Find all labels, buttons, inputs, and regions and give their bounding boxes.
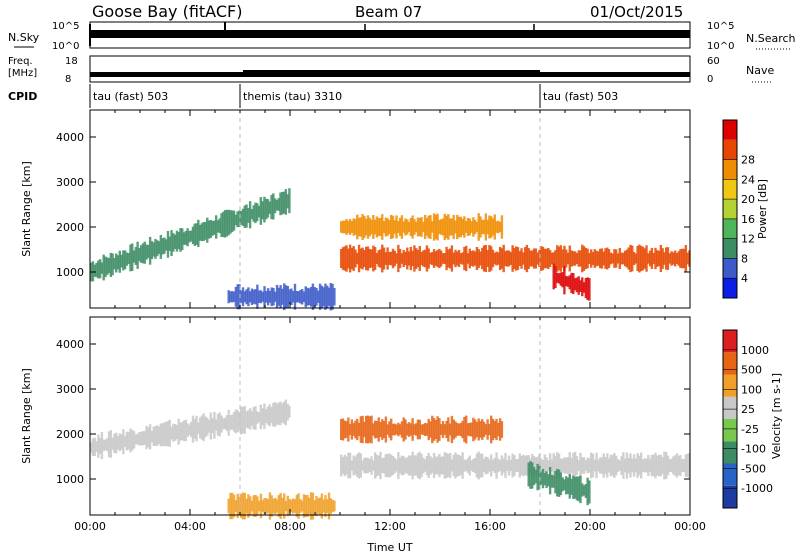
nave-label: Nave xyxy=(746,64,774,77)
colorbar-swatch xyxy=(723,330,737,353)
cpid-mode-label: themis (tau) 3310 xyxy=(243,90,342,103)
freq-tick-top: 18 xyxy=(65,56,78,67)
nsky-panel: N.Sky 10^5 10^0 10^5 10^0 N.Search xyxy=(8,21,796,52)
nsky-tick-bottom: 10^0 xyxy=(52,41,79,52)
velocity-colorbar-label: Velocity [m s-1] xyxy=(770,373,783,459)
colorbar-swatch xyxy=(723,374,737,397)
velocity-ylabel: Slant Range [km] xyxy=(20,368,33,464)
echo-band xyxy=(527,461,591,506)
cpid-mode-label: tau (fast) 503 xyxy=(93,90,168,103)
colorbar-tick-label: 28 xyxy=(741,154,755,167)
power-panel: 1000 2000 3000 4000 Slant Range [km] xyxy=(20,109,691,311)
colorbar-tick-label: 24 xyxy=(741,173,755,186)
echo-band xyxy=(90,188,291,282)
echo-band xyxy=(340,415,504,444)
colorbar-tick-label: 12 xyxy=(741,233,755,246)
colorbar-tick-label: 500 xyxy=(741,364,762,377)
colorbar-swatch xyxy=(723,441,737,464)
echo-band xyxy=(90,399,291,460)
colorbar-tick-label: 8 xyxy=(741,252,748,265)
x-tick-label: 04:00 xyxy=(174,520,206,533)
cpid-row: CPID tau (fast) 503 themis (tau) 3310 tau … xyxy=(8,84,618,108)
y-tick-label: 1000 xyxy=(56,473,84,486)
cpid-label: CPID xyxy=(8,90,37,103)
cpid-mode-label: tau (fast) 503 xyxy=(543,90,618,103)
colorbar-swatch xyxy=(723,218,737,239)
freq-tick-bottom: 8 xyxy=(65,74,71,85)
colorbar-swatch xyxy=(723,159,737,180)
nave-tick-top: 60 xyxy=(707,56,720,67)
freq-panel: Freq. [MHz] 18 8 60 0 Nave xyxy=(8,55,774,85)
colorbar-swatch xyxy=(723,419,737,442)
colorbar-swatch xyxy=(723,258,737,279)
nsky-label: N.Sky xyxy=(8,31,40,44)
y-tick-label: 3000 xyxy=(56,176,84,189)
nsky-tick-top: 10^5 xyxy=(52,21,79,32)
y-tick-label: 1000 xyxy=(56,266,84,279)
colorbar-swatch xyxy=(723,139,737,160)
nsearch-tick-top: 10^5 xyxy=(707,21,734,32)
colorbar-tick-label: -500 xyxy=(741,462,766,475)
x-tick-label: 00:00 xyxy=(674,520,706,533)
power-ylabel: Slant Range [km] xyxy=(20,161,33,257)
date-title: 01/Oct/2015 xyxy=(590,3,683,21)
colorbar-swatch xyxy=(723,396,737,419)
colorbar-tick-label: 20 xyxy=(741,193,755,206)
station-title: Goose Bay (fitACF) xyxy=(92,2,242,21)
colorbar-tick-label: -1000 xyxy=(741,482,773,495)
echo-band xyxy=(340,451,691,480)
nave-trace xyxy=(243,70,540,77)
colorbar-swatch xyxy=(723,485,737,508)
y-tick-label: 4000 xyxy=(56,338,84,351)
colorbar-tick-label: -25 xyxy=(741,423,759,436)
colorbar-swatch xyxy=(723,120,737,140)
colorbar-swatch xyxy=(723,463,737,486)
echo-band xyxy=(227,492,336,520)
echo-band xyxy=(552,263,591,301)
y-tick-label: 2000 xyxy=(56,221,84,234)
power-colorbar-label: Power [dB] xyxy=(756,179,769,239)
colorbar-tick-label: -100 xyxy=(741,443,766,456)
time-axis-label: Time UT xyxy=(366,541,412,554)
nave-tick-bottom: 0 xyxy=(707,74,713,85)
x-tick-label: 16:00 xyxy=(474,520,506,533)
colorbar-tick-label: 1000 xyxy=(741,344,769,357)
nsearch-label: N.Search xyxy=(746,32,796,45)
echo-band xyxy=(227,283,336,311)
x-tick-label: 12:00 xyxy=(374,520,406,533)
velocity-colorbar: Velocity [m s-1] 1000 500 100 25 -25 -100 -500… xyxy=(722,329,783,509)
colorbar-tick-label: 25 xyxy=(741,403,755,416)
velocity-panel: 1000 2000 3000 4000 00:00 04:00 08:00 12:00 16:0… xyxy=(20,316,706,554)
colorbar-swatch xyxy=(723,352,737,375)
beam-title: Beam 07 xyxy=(355,3,422,21)
freq-label-2: [MHz] xyxy=(8,68,37,79)
y-tick-label: 2000 xyxy=(56,428,84,441)
echo-band xyxy=(340,244,691,273)
x-tick-label: 20:00 xyxy=(574,520,606,533)
y-tick-label: 3000 xyxy=(56,383,84,396)
x-tick-label: 00:00 xyxy=(74,520,106,533)
freq-label-1: Freq. xyxy=(8,56,33,67)
colorbar-swatch xyxy=(723,199,737,219)
colorbar-swatch xyxy=(723,278,737,298)
colorbar-tick-label: 100 xyxy=(741,383,762,396)
nsearch-tick-bottom: 10^0 xyxy=(707,41,734,52)
nsky-trace xyxy=(90,30,690,38)
colorbar-tick-label: 4 xyxy=(741,272,748,285)
colorbar-swatch xyxy=(723,179,737,200)
colorbar-swatch xyxy=(723,238,737,259)
y-tick-label: 4000 xyxy=(56,131,84,144)
colorbar-tick-label: 16 xyxy=(741,213,755,226)
echo-band xyxy=(340,213,504,241)
x-tick-label: 08:00 xyxy=(274,520,306,533)
power-colorbar: Power [dB] 4 8 12 16 20 24 28 xyxy=(722,119,769,299)
